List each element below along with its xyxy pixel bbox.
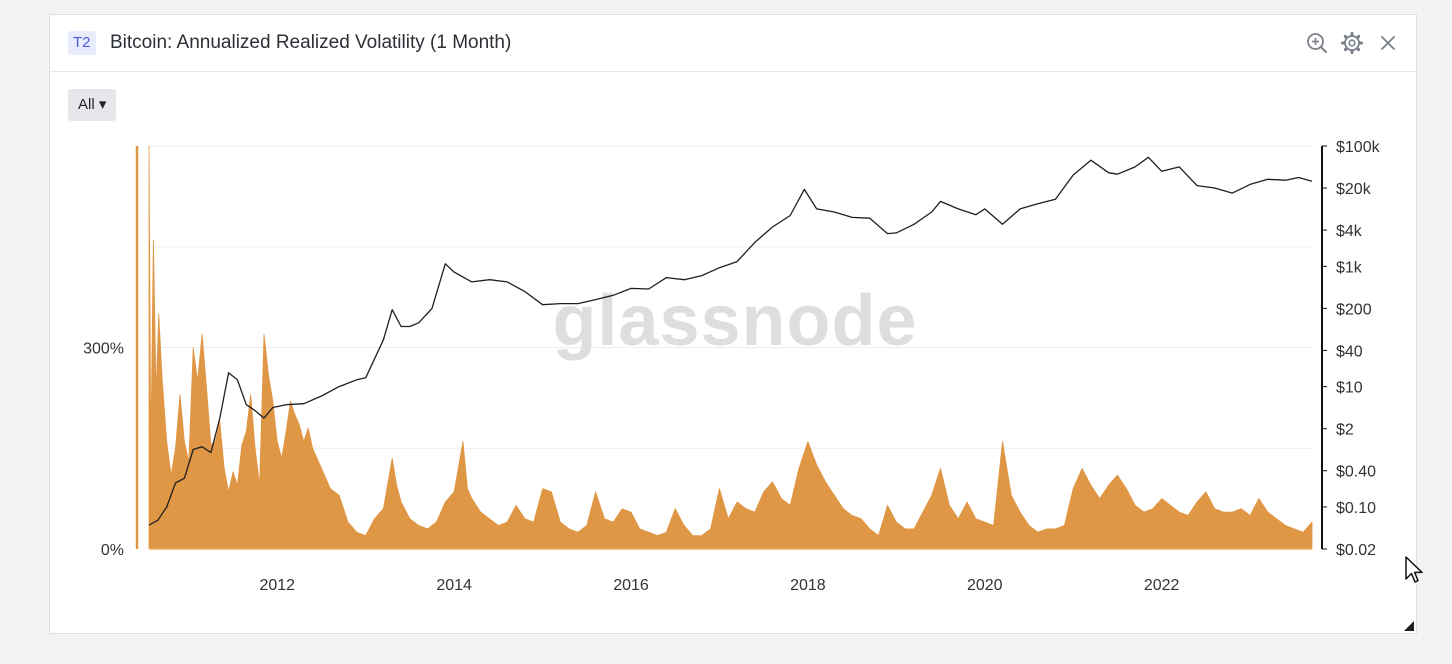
price-line [148,156,1313,526]
x-axis-tick-label: 2022 [1144,577,1180,594]
watermark-text: glassnode [552,281,917,361]
right-axis-tick-label: $10 [1336,380,1363,397]
x-axis-tick-label: 2020 [967,577,1003,594]
right-axis-tick-label: $20k [1336,181,1372,198]
right-axis-tick-label: $1k [1336,259,1363,276]
right-axis-tick-label: $4k [1336,223,1363,240]
axes [1321,145,1327,550]
zoom-in-icon[interactable] [1304,30,1330,56]
x-axis-tick-label: 2018 [790,577,826,594]
left-axis-tick-label: 300% [83,341,124,358]
tier-badge: T2 [68,31,96,55]
time-range-select[interactable]: All ▾ [68,89,117,121]
right-axis-tick-label: $100k [1336,139,1381,156]
panel-header: T2 Bitcoin: Annualized Realized Volatili… [50,15,1416,72]
right-axis-tick-label: $0.40 [1336,464,1376,481]
left-axis-tick-label: 0% [101,542,124,559]
volatility-area [148,145,1313,550]
resize-handle[interactable] [1404,621,1414,631]
gear-icon[interactable] [1339,30,1365,56]
right-axis-tick-label: $2 [1336,422,1354,439]
chart-title: Bitcoin: Annualized Realized Volatility … [110,32,512,53]
right-axis-tick-label: $0.02 [1336,542,1376,559]
volatility-series [135,145,1313,550]
x-axis-tick-label: 2016 [613,577,649,594]
x-axis-tick-label: 2012 [259,577,295,594]
tick-labels: $100k $20k $4k $1k $200 $40 $10 $2 $0.40 $0.10 $0.… [83,139,1381,594]
right-axis-tick-label: $0.10 [1336,500,1376,517]
close-icon[interactable] [1375,30,1401,56]
x-axis-tick-label: 2014 [436,577,472,594]
right-axis-tick-label: $40 [1336,343,1363,360]
price-series [148,156,1313,526]
mouse-cursor-icon [1405,556,1423,583]
right-axis-tick-label: $200 [1336,301,1372,318]
